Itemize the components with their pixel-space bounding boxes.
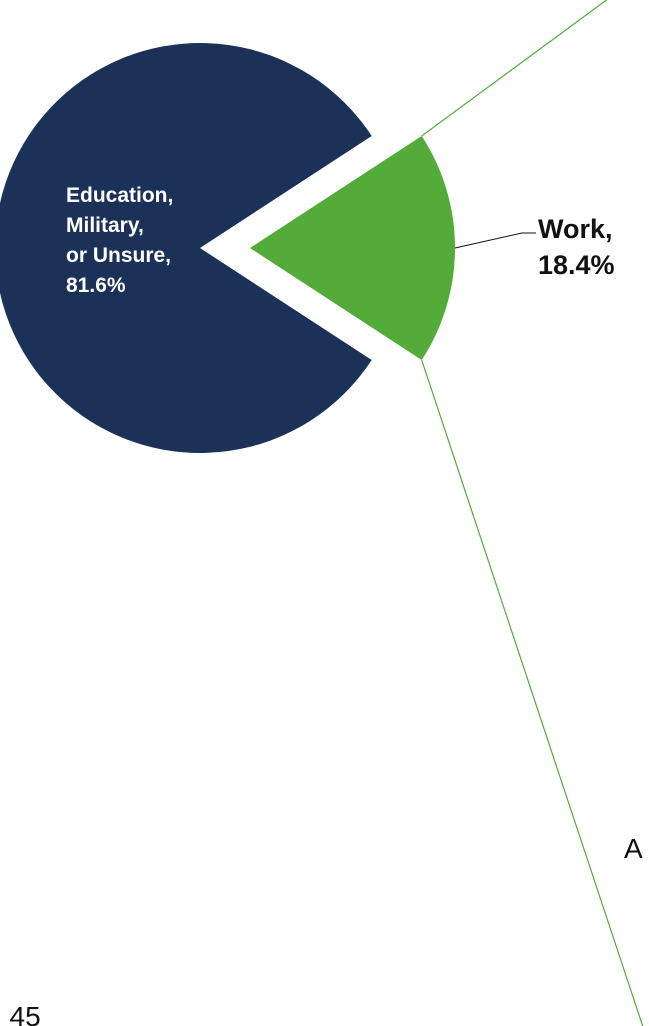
pie-slice-work	[250, 135, 455, 361]
slice-labels: Work, 18.4% Education, Military, or Unsure, 8…	[66, 184, 615, 297]
fragment-letter-a: A	[624, 833, 643, 864]
fragment-count-text: : 45	[0, 1001, 41, 1026]
connector-line-upper	[421, 0, 608, 137]
slice-label-education-military-or-unsure: Education, Military, or Unsure, 81.6%	[66, 184, 173, 297]
connector-line-lower	[421, 359, 644, 1026]
pie-slice-education-military-or-unsure	[0, 43, 372, 453]
pie-slices	[0, 43, 455, 453]
breakout-connector-lines	[421, 0, 644, 1026]
slice-label-work: Work, 18.4%	[538, 214, 615, 280]
leader-line-work	[454, 232, 536, 249]
